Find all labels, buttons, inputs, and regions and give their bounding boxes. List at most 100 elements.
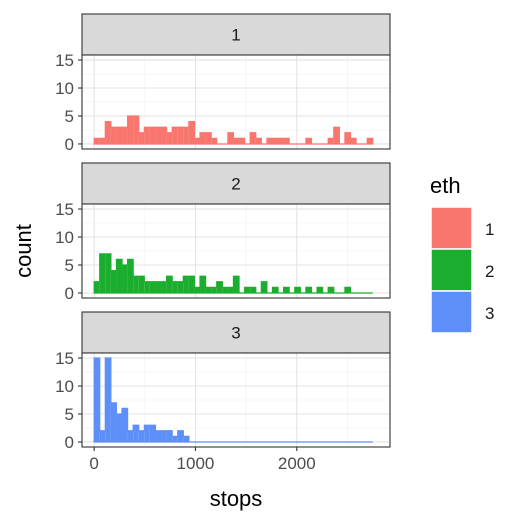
histogram-bar <box>177 430 184 442</box>
histogram-bar <box>133 276 139 293</box>
histogram-bar <box>155 127 162 144</box>
y-tick-label: 10 <box>55 79 74 98</box>
legend-key-1 <box>430 206 473 250</box>
histogram-bar <box>105 121 111 144</box>
histogram-bar <box>177 127 184 144</box>
histogram-bar <box>122 264 128 293</box>
histogram-bar <box>144 281 150 293</box>
histogram-bar <box>127 430 134 442</box>
histogram-bar <box>105 253 111 293</box>
histogram-bar <box>239 138 245 144</box>
histogram-bar <box>211 138 217 144</box>
histogram-bar <box>133 115 139 144</box>
histogram-bar <box>200 132 206 144</box>
histogram-bar <box>233 276 240 293</box>
facet-panel-3: 3 0 5 10 15 0 1000 2000 <box>55 311 391 473</box>
histogram-bar <box>166 132 173 144</box>
histogram-bar <box>94 281 100 293</box>
legend-key-2 <box>430 248 473 292</box>
histogram-bar <box>333 127 340 144</box>
facet-strip <box>81 162 391 205</box>
histogram-bar <box>367 138 373 144</box>
histogram-bar <box>99 430 106 442</box>
panel-border <box>81 54 391 150</box>
facet-strip-label: 3 <box>231 324 240 343</box>
histogram-bar <box>149 127 156 144</box>
facet-panel-2: 2 0 5 10 15 <box>55 162 391 303</box>
facet-strip <box>81 13 391 56</box>
histogram-bar <box>138 132 145 144</box>
y-axis-label: count <box>11 224 36 278</box>
histogram-bar <box>166 430 173 442</box>
histogram-bar <box>294 287 301 293</box>
histogram-bar <box>122 408 128 442</box>
panel-border <box>81 352 391 448</box>
histogram-bar <box>328 287 334 293</box>
histogram-bar <box>328 138 334 144</box>
histogram-bar <box>144 127 150 144</box>
histogram-bar <box>94 358 100 442</box>
histogram-bar <box>283 287 290 293</box>
histogram-bar <box>350 138 357 144</box>
histogram-outline <box>93 115 374 145</box>
y-tick-label: 0 <box>65 135 74 154</box>
y-tick-label: 5 <box>65 256 74 275</box>
histogram-bar <box>250 132 256 144</box>
legend-key-3 <box>430 290 473 334</box>
histogram-bar <box>172 281 178 293</box>
legend-label: 1 <box>485 220 494 239</box>
histogram-bar <box>155 430 162 442</box>
histogram-bar <box>205 132 212 144</box>
x-tick-label: 2000 <box>278 454 316 473</box>
histogram-bar <box>227 132 234 144</box>
histogram-bar <box>172 127 178 144</box>
histogram-bar <box>233 138 240 144</box>
legend-label: 2 <box>485 262 494 281</box>
histogram-bar <box>127 115 134 144</box>
x-axis-label: stops <box>210 486 263 511</box>
histogram-bar <box>99 253 106 293</box>
histogram-bar <box>116 127 123 144</box>
y-tick-label: 15 <box>55 349 74 368</box>
panel-border <box>81 203 391 299</box>
histogram-outline <box>93 357 373 443</box>
histogram-outline <box>93 253 373 294</box>
histogram-bar <box>183 276 189 293</box>
facet-strip-label: 2 <box>231 175 240 194</box>
histogram-bar <box>116 259 123 293</box>
y-tick-label: 10 <box>55 377 74 396</box>
histogram-bar <box>344 287 351 293</box>
histogram-bar <box>194 287 201 293</box>
histogram-bar <box>205 287 212 293</box>
y-tick-label: 15 <box>55 51 74 70</box>
y-tick-label: 5 <box>65 107 74 126</box>
histogram-bar <box>278 138 284 144</box>
histogram-bar <box>99 138 106 144</box>
x-tick-label: 1000 <box>177 454 215 473</box>
histogram-bar <box>138 276 145 293</box>
histogram-bar <box>172 436 178 442</box>
histogram-bar <box>105 358 111 442</box>
histogram-bar <box>194 138 201 144</box>
histogram-bar <box>188 276 195 293</box>
histogram-bar <box>272 287 279 293</box>
y-tick-label: 10 <box>55 228 74 247</box>
histogram-bar <box>144 425 150 442</box>
histogram-bar <box>177 281 184 293</box>
histogram-bar <box>261 281 267 293</box>
histogram-bar <box>161 281 167 293</box>
x-tick-label: 0 <box>89 454 98 473</box>
legend-label: 3 <box>485 304 494 323</box>
histogram-bar <box>200 276 206 293</box>
histogram-bar <box>222 287 228 293</box>
histogram-bar <box>283 138 290 144</box>
histogram-bar <box>138 430 145 442</box>
y-tick-label: 0 <box>65 433 74 452</box>
y-tick-label: 15 <box>55 200 74 219</box>
histogram-bar <box>305 138 312 144</box>
histogram-bar <box>244 287 251 293</box>
histogram-bar <box>110 270 117 293</box>
histogram-bar <box>211 287 217 293</box>
